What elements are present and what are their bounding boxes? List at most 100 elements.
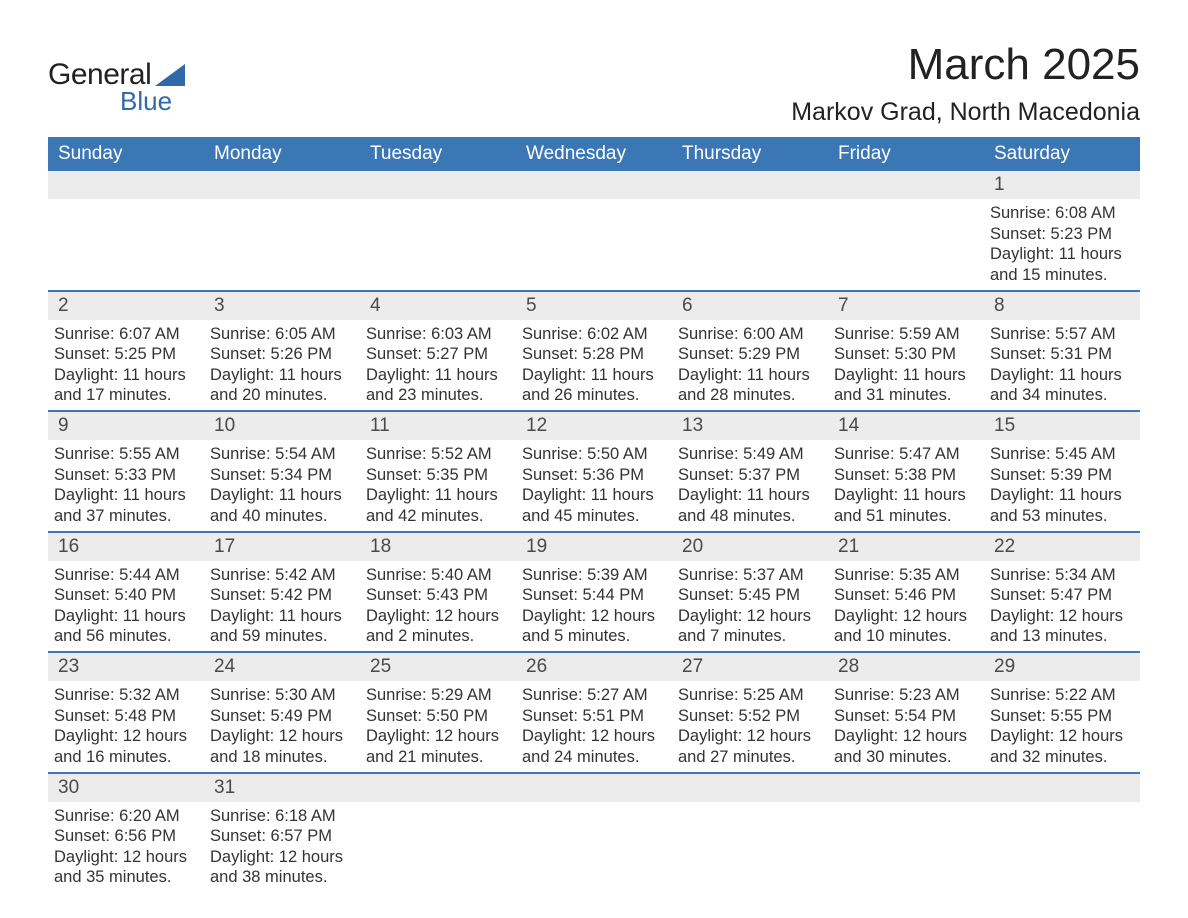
day-cell: 1Sunrise: 6:08 AMSunset: 5:23 PMDaylight…: [984, 171, 1140, 290]
sunset-text: Sunset: 5:36 PM: [522, 465, 664, 486]
sunrise-text: Sunrise: 5:59 AM: [834, 324, 976, 345]
sunrise-text: Sunrise: 6:20 AM: [54, 806, 196, 827]
day-details: Sunrise: 5:22 AMSunset: 5:55 PMDaylight:…: [984, 681, 1140, 768]
day-details: Sunrise: 5:23 AMSunset: 5:54 PMDaylight:…: [828, 681, 984, 768]
sunset-text: Sunset: 5:48 PM: [54, 706, 196, 727]
day-number: 7: [828, 292, 984, 320]
day-details: Sunrise: 5:35 AMSunset: 5:46 PMDaylight:…: [828, 561, 984, 648]
day-cell: 13Sunrise: 5:49 AMSunset: 5:37 PMDayligh…: [672, 412, 828, 531]
weekday-header: Sunday: [48, 137, 204, 171]
sunset-text: Sunset: 5:52 PM: [678, 706, 820, 727]
brand-logo: General Blue: [48, 58, 185, 117]
sunrise-text: Sunrise: 5:42 AM: [210, 565, 352, 586]
sunrise-text: Sunrise: 6:08 AM: [990, 203, 1132, 224]
day-details: Sunrise: 5:29 AMSunset: 5:50 PMDaylight:…: [360, 681, 516, 768]
day-number: [360, 171, 516, 199]
sunrise-text: Sunrise: 5:30 AM: [210, 685, 352, 706]
day-cell: 3Sunrise: 6:05 AMSunset: 5:26 PMDaylight…: [204, 292, 360, 411]
sunrise-text: Sunrise: 6:00 AM: [678, 324, 820, 345]
day-details: Sunrise: 5:37 AMSunset: 5:45 PMDaylight:…: [672, 561, 828, 648]
day-number: [672, 171, 828, 199]
day-details: Sunrise: 5:40 AMSunset: 5:43 PMDaylight:…: [360, 561, 516, 648]
day-details: Sunrise: 5:32 AMSunset: 5:48 PMDaylight:…: [48, 681, 204, 768]
day-details: Sunrise: 5:27 AMSunset: 5:51 PMDaylight:…: [516, 681, 672, 768]
logo-text-blue: Blue: [120, 86, 185, 117]
day-number: 18: [360, 533, 516, 561]
daylight-text: Daylight: 11 hours and 45 minutes.: [522, 485, 664, 526]
day-cell: 15Sunrise: 5:45 AMSunset: 5:39 PMDayligh…: [984, 412, 1140, 531]
day-number: 2: [48, 292, 204, 320]
sunrise-text: Sunrise: 5:54 AM: [210, 444, 352, 465]
day-cell: 5Sunrise: 6:02 AMSunset: 5:28 PMDaylight…: [516, 292, 672, 411]
sunset-text: Sunset: 5:29 PM: [678, 344, 820, 365]
day-cell: [516, 171, 672, 290]
day-cell: 4Sunrise: 6:03 AMSunset: 5:27 PMDaylight…: [360, 292, 516, 411]
day-cell: 19Sunrise: 5:39 AMSunset: 5:44 PMDayligh…: [516, 533, 672, 652]
day-cell: 29Sunrise: 5:22 AMSunset: 5:55 PMDayligh…: [984, 653, 1140, 772]
sunrise-text: Sunrise: 5:57 AM: [990, 324, 1132, 345]
day-cell: [672, 171, 828, 290]
sunset-text: Sunset: 5:38 PM: [834, 465, 976, 486]
day-number: 14: [828, 412, 984, 440]
daylight-text: Daylight: 12 hours and 32 minutes.: [990, 726, 1132, 767]
daylight-text: Daylight: 12 hours and 35 minutes.: [54, 847, 196, 888]
sunset-text: Sunset: 5:51 PM: [522, 706, 664, 727]
sunrise-text: Sunrise: 5:49 AM: [678, 444, 820, 465]
day-cell: 30Sunrise: 6:20 AMSunset: 6:56 PMDayligh…: [48, 774, 204, 893]
sunrise-text: Sunrise: 5:37 AM: [678, 565, 820, 586]
day-cell: 31Sunrise: 6:18 AMSunset: 6:57 PMDayligh…: [204, 774, 360, 893]
sunrise-text: Sunrise: 5:32 AM: [54, 685, 196, 706]
daylight-text: Daylight: 11 hours and 48 minutes.: [678, 485, 820, 526]
day-number: 1: [984, 171, 1140, 199]
sunset-text: Sunset: 5:27 PM: [366, 344, 508, 365]
day-details: Sunrise: 5:47 AMSunset: 5:38 PMDaylight:…: [828, 440, 984, 527]
daylight-text: Daylight: 11 hours and 15 minutes.: [990, 244, 1132, 285]
day-cell: [360, 774, 516, 893]
day-cell: 20Sunrise: 5:37 AMSunset: 5:45 PMDayligh…: [672, 533, 828, 652]
sunset-text: Sunset: 5:39 PM: [990, 465, 1132, 486]
weekday-header: Friday: [828, 137, 984, 171]
weekday-header: Monday: [204, 137, 360, 171]
day-cell: 2Sunrise: 6:07 AMSunset: 5:25 PMDaylight…: [48, 292, 204, 411]
day-number: [204, 171, 360, 199]
day-number: 15: [984, 412, 1140, 440]
sunrise-text: Sunrise: 5:27 AM: [522, 685, 664, 706]
day-details: Sunrise: 5:44 AMSunset: 5:40 PMDaylight:…: [48, 561, 204, 648]
day-details: Sunrise: 5:55 AMSunset: 5:33 PMDaylight:…: [48, 440, 204, 527]
day-cell: 27Sunrise: 5:25 AMSunset: 5:52 PMDayligh…: [672, 653, 828, 772]
daylight-text: Daylight: 11 hours and 31 minutes.: [834, 365, 976, 406]
day-number: [360, 774, 516, 802]
day-number: 30: [48, 774, 204, 802]
day-details: Sunrise: 5:52 AMSunset: 5:35 PMDaylight:…: [360, 440, 516, 527]
sunrise-text: Sunrise: 6:02 AM: [522, 324, 664, 345]
day-number: 19: [516, 533, 672, 561]
sunrise-text: Sunrise: 5:50 AM: [522, 444, 664, 465]
day-number: [48, 171, 204, 199]
daylight-text: Daylight: 11 hours and 20 minutes.: [210, 365, 352, 406]
sunset-text: Sunset: 5:33 PM: [54, 465, 196, 486]
day-cell: [360, 171, 516, 290]
calendar-table: SundayMondayTuesdayWednesdayThursdayFrid…: [48, 137, 1140, 892]
day-details: Sunrise: 5:49 AMSunset: 5:37 PMDaylight:…: [672, 440, 828, 527]
day-details: Sunrise: 5:25 AMSunset: 5:52 PMDaylight:…: [672, 681, 828, 768]
day-cell: [48, 171, 204, 290]
weekday-header: Wednesday: [516, 137, 672, 171]
day-details: Sunrise: 5:34 AMSunset: 5:47 PMDaylight:…: [984, 561, 1140, 648]
day-cell: 10Sunrise: 5:54 AMSunset: 5:34 PMDayligh…: [204, 412, 360, 531]
day-number: 3: [204, 292, 360, 320]
day-number: 10: [204, 412, 360, 440]
day-details: Sunrise: 6:07 AMSunset: 5:25 PMDaylight:…: [48, 320, 204, 407]
sunrise-text: Sunrise: 5:45 AM: [990, 444, 1132, 465]
weekday-header-row: SundayMondayTuesdayWednesdayThursdayFrid…: [48, 137, 1140, 171]
day-cell: [828, 171, 984, 290]
sunset-text: Sunset: 5:44 PM: [522, 585, 664, 606]
sunset-text: Sunset: 6:57 PM: [210, 826, 352, 847]
day-number: 22: [984, 533, 1140, 561]
weeks-container: 1Sunrise: 6:08 AMSunset: 5:23 PMDaylight…: [48, 171, 1140, 892]
header-block: General Blue March 2025 Markov Grad, Nor…: [48, 40, 1140, 127]
daylight-text: Daylight: 11 hours and 37 minutes.: [54, 485, 196, 526]
day-number: 12: [516, 412, 672, 440]
sunrise-text: Sunrise: 5:40 AM: [366, 565, 508, 586]
sunrise-text: Sunrise: 6:18 AM: [210, 806, 352, 827]
week-row: 23Sunrise: 5:32 AMSunset: 5:48 PMDayligh…: [48, 651, 1140, 772]
